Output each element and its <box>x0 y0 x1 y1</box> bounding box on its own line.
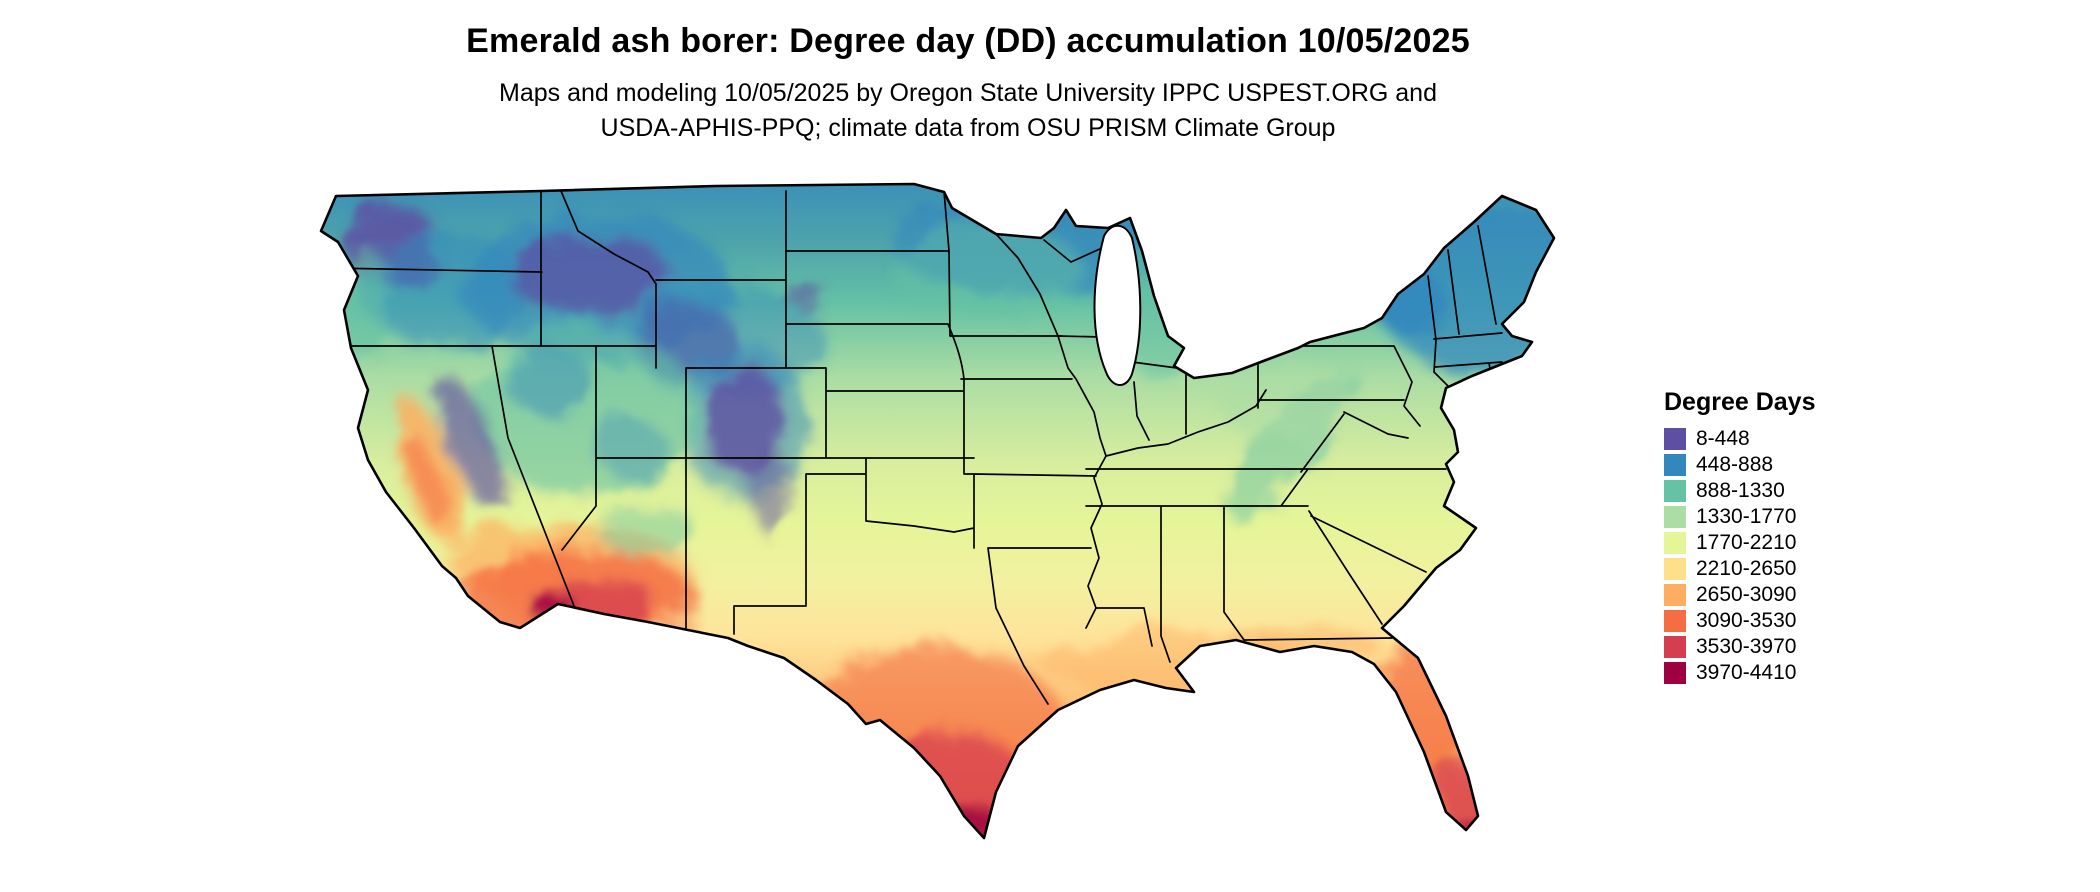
legend-label: 3090-3530 <box>1696 609 1797 632</box>
us-map-svg <box>319 182 1556 840</box>
legend-swatch <box>1664 662 1686 684</box>
legend-label: 3530-3970 <box>1696 635 1797 658</box>
legend-label: 888-1330 <box>1696 479 1785 502</box>
legend-label: 8-448 <box>1696 427 1750 450</box>
lake-michigan <box>1093 224 1142 386</box>
state-borders <box>330 190 1503 705</box>
subtitle-line-1: Maps and modeling 10/05/2025 by Oregon S… <box>499 79 1437 107</box>
legend-swatch <box>1664 584 1686 606</box>
legend-swatch <box>1664 454 1686 476</box>
legend-label: 448-888 <box>1696 453 1774 476</box>
legend-label: 1770-2210 <box>1696 531 1797 554</box>
legend-swatch <box>1664 558 1686 580</box>
legend-row: 888-1330 <box>1664 478 1815 504</box>
legend-row: 1770-2210 <box>1664 530 1815 556</box>
legend: Degree Days 8-448 448-888 888-1330 1330-… <box>1664 388 1815 686</box>
us-degree-day-map <box>296 176 1616 876</box>
legend-swatch <box>1664 532 1686 554</box>
legend-swatch <box>1664 610 1686 632</box>
legend-swatch <box>1664 428 1686 450</box>
legend-label: 2210-2650 <box>1696 557 1797 580</box>
legend-label: 2650-3090 <box>1696 583 1797 606</box>
legend-row: 3970-4410 <box>1664 660 1815 686</box>
legend-swatch <box>1664 506 1686 528</box>
subtitle: Maps and modeling 10/05/2025 by Oregon S… <box>0 76 1936 146</box>
legend-row: 448-888 <box>1664 452 1815 478</box>
legend-label: 1330-1770 <box>1696 505 1797 528</box>
legend-label: 3970-4410 <box>1696 661 1797 684</box>
legend-row: 3090-3530 <box>1664 608 1815 634</box>
subtitle-line-2: USDA-APHIS-PPQ; climate data from OSU PR… <box>600 114 1336 142</box>
legend-row: 2210-2650 <box>1664 556 1815 582</box>
legend-swatch <box>1664 636 1686 658</box>
legend-title: Degree Days <box>1664 388 1816 416</box>
us-outline <box>319 182 1556 840</box>
page-title: Emerald ash borer: Degree day (DD) accum… <box>466 22 1470 60</box>
legend-row: 2650-3090 <box>1664 582 1815 608</box>
legend-row: 3530-3970 <box>1664 634 1815 660</box>
legend-row: 1330-1770 <box>1664 504 1815 530</box>
legend-row: 8-448 <box>1664 426 1815 452</box>
legend-swatch <box>1664 480 1686 502</box>
